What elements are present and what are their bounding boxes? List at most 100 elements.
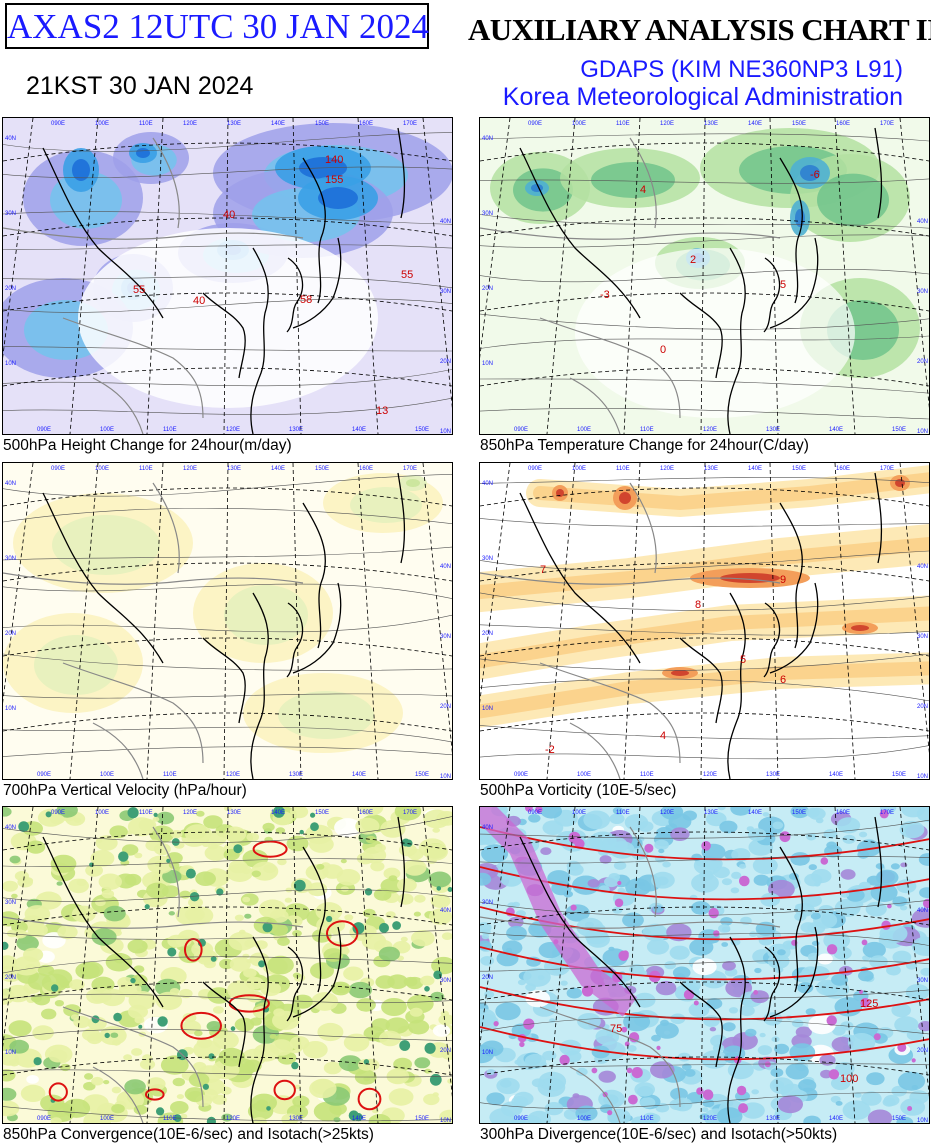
contour-line xyxy=(3,507,452,524)
shade-cell xyxy=(212,1094,227,1105)
country-border xyxy=(92,1066,144,1123)
shade-cell xyxy=(911,936,929,956)
parallel-line xyxy=(3,367,452,387)
coastline xyxy=(292,926,342,1018)
shade-core xyxy=(33,1057,42,1066)
meridian-line xyxy=(899,463,929,754)
lon-label-bottom: 110E xyxy=(163,772,177,778)
shade-core xyxy=(828,1069,840,1080)
contour-line xyxy=(480,745,929,760)
lon-label-top: 150E xyxy=(315,810,329,816)
country-border xyxy=(539,317,681,419)
contour-line xyxy=(480,678,929,702)
shade-cell xyxy=(50,814,65,825)
shade-cell xyxy=(428,871,452,888)
shade-cell xyxy=(739,863,747,869)
contour-line xyxy=(480,959,929,972)
shade-cell xyxy=(650,1061,675,1079)
shade-core xyxy=(693,1000,699,1006)
shade-cell xyxy=(175,935,192,947)
contour-line xyxy=(3,614,452,633)
shade-cell xyxy=(523,967,551,987)
shade-core xyxy=(157,1016,168,1027)
shade-core xyxy=(310,822,319,832)
shade-cell xyxy=(275,827,286,834)
isotach-line xyxy=(252,840,288,858)
shade-cell xyxy=(576,917,604,937)
shade-cell xyxy=(251,1093,277,1112)
shade-cell xyxy=(842,834,856,844)
shade-cell xyxy=(728,1007,739,1014)
shade-core xyxy=(436,886,442,891)
shade-cell xyxy=(886,965,901,976)
lon-label-bottom: 150E xyxy=(892,427,906,433)
shade-cell xyxy=(333,1117,341,1123)
shade-core xyxy=(293,879,306,892)
shade-cell xyxy=(3,1087,17,1101)
shade-core xyxy=(45,811,52,818)
field-value-label: 7 xyxy=(540,564,546,576)
shade-cell xyxy=(400,936,408,942)
shade-cell xyxy=(818,905,834,916)
shade-cell xyxy=(243,968,257,978)
parallel-line xyxy=(480,367,929,387)
lat-label-left: 30N xyxy=(482,211,493,217)
parallel-line xyxy=(480,217,929,237)
shade-cell xyxy=(370,861,385,872)
coastline xyxy=(727,592,746,779)
lat-label-right: 10N xyxy=(917,429,928,434)
meridian-line xyxy=(146,463,164,779)
shade-cell xyxy=(721,878,733,886)
contour-line xyxy=(480,653,929,671)
shade-cell xyxy=(170,1101,189,1114)
shade-core xyxy=(447,887,452,892)
shade-cell xyxy=(722,1022,736,1032)
shade-cell xyxy=(432,1024,451,1037)
contour-line xyxy=(3,546,452,561)
shade-cell xyxy=(896,1116,914,1123)
shade-cell xyxy=(32,1025,54,1041)
shade-cell xyxy=(313,1101,342,1122)
shade-cell xyxy=(662,861,671,868)
lon-label-top: 160E xyxy=(359,810,373,816)
country-border xyxy=(3,572,304,585)
shade-core xyxy=(202,1083,209,1090)
shade-cell xyxy=(305,824,333,845)
convergence-svg: 090E 100E 110E 120E 130E 140E 150E 160E 170E 090E… xyxy=(3,807,452,1123)
lon-label-top: 170E xyxy=(403,466,417,472)
field-value-label: 4 xyxy=(640,184,646,196)
shade-cell xyxy=(423,809,451,829)
country-border xyxy=(62,1006,204,1108)
shade-cell xyxy=(584,836,604,850)
coastline xyxy=(679,637,723,724)
shade-core xyxy=(262,922,273,933)
shade-core xyxy=(130,977,136,984)
shade-cell xyxy=(315,902,343,921)
shade-cell xyxy=(73,1016,91,1028)
lon-label-top: 110E xyxy=(616,121,630,127)
shade-cell xyxy=(133,965,145,973)
shade-core xyxy=(166,858,171,863)
field-value-label: 8 xyxy=(695,599,701,611)
shade-core xyxy=(310,812,316,818)
shade-cell xyxy=(651,871,675,889)
field-value-label: 2 xyxy=(690,254,696,266)
lon-label-top: 120E xyxy=(183,121,197,127)
shade-cell xyxy=(702,1099,715,1108)
isotach-line xyxy=(273,1079,296,1101)
coastline xyxy=(250,592,269,779)
shade-cell xyxy=(802,893,822,908)
shade-cell xyxy=(559,1039,582,1056)
shade-cell xyxy=(403,976,418,987)
shade-cell xyxy=(409,1007,423,1017)
contour-line xyxy=(480,550,929,570)
shade-cell xyxy=(127,939,148,954)
vorticity-svg: 090E 100E 110E 120E 130E 140E 150E 160E 170E 090E… xyxy=(480,463,929,779)
shade-cell xyxy=(905,984,929,1001)
isotach-line xyxy=(48,1082,68,1102)
shade-core xyxy=(779,831,791,843)
contour-line xyxy=(480,1016,929,1035)
chart-title: AUXILIARY ANALYSIS CHART II xyxy=(468,12,931,47)
shade-cell xyxy=(260,981,281,997)
shade-cell xyxy=(50,854,77,873)
